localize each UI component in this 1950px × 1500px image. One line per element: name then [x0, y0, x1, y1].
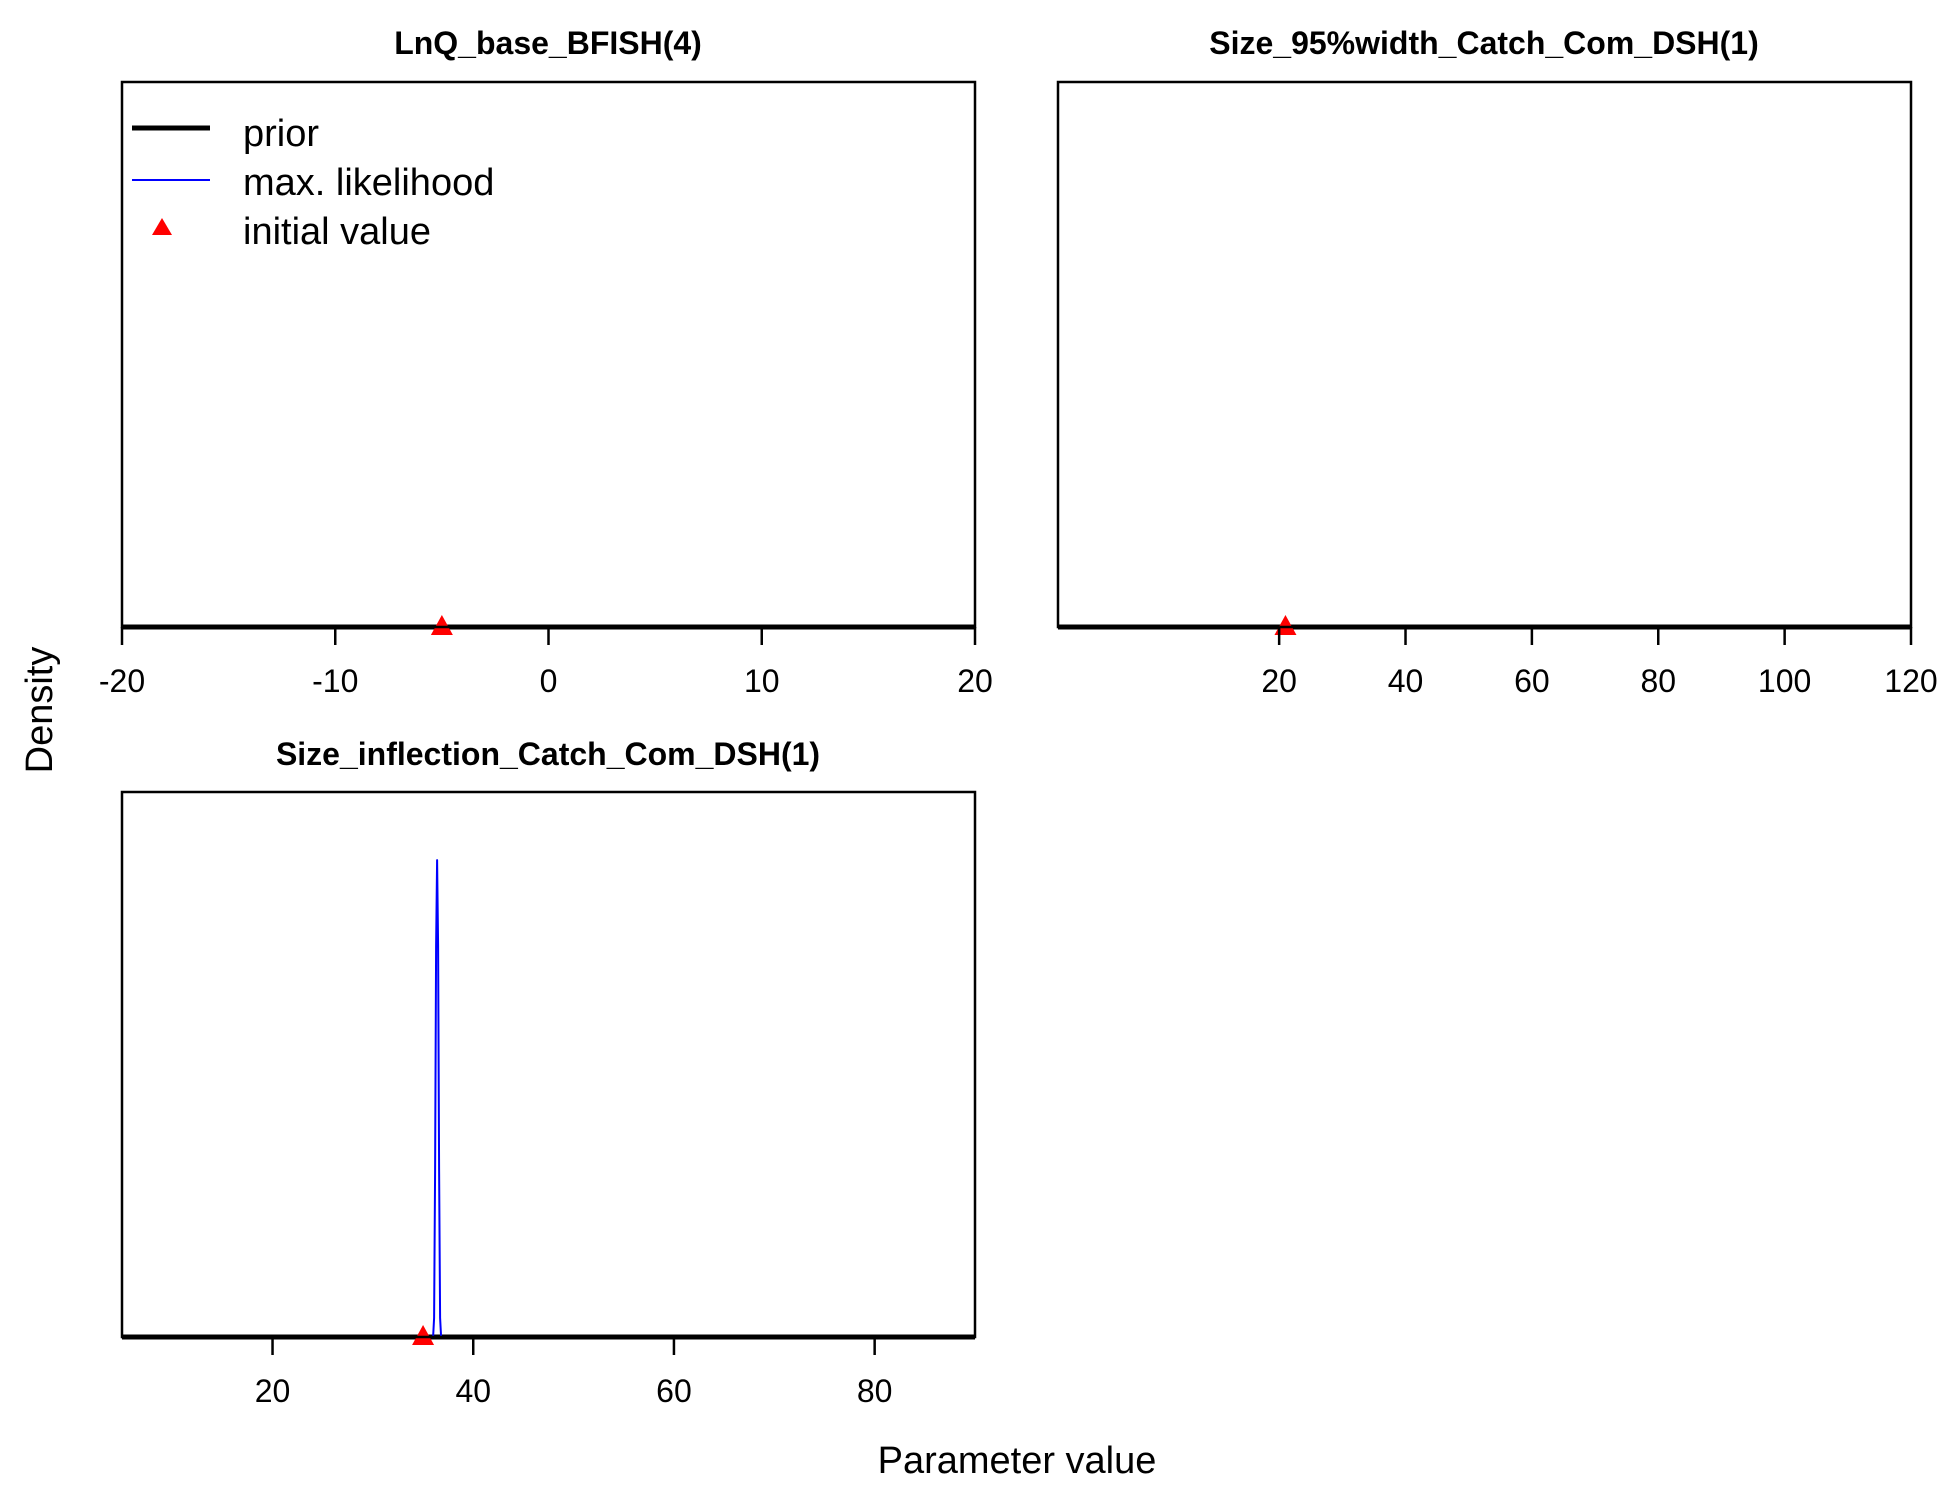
panel-size-inflection: Size_inflection_Catch_Com_DSH(1) 20 40 60 8…: [120, 736, 977, 1409]
x-tick-label: 80: [857, 1373, 893, 1409]
plot-frame: [120, 790, 977, 1339]
legend-max-likelihood-label: max. likelihood: [243, 162, 494, 204]
x-tick-label: 0: [540, 663, 558, 699]
x-tick-label: 40: [455, 1373, 491, 1409]
x-tick-label: 20: [1261, 663, 1297, 699]
plot-frame: [1056, 80, 1913, 629]
x-tick-label: 120: [1884, 663, 1937, 699]
x-axis: 20 40 60 80 100 120: [1261, 625, 1938, 699]
max-likelihood-line: [432, 859, 443, 1338]
x-tick-label: 20: [957, 663, 993, 699]
marks-layer: [122, 859, 975, 1345]
x-tick-label: 40: [1388, 663, 1424, 699]
legend-initial-value-label: initial value: [243, 211, 431, 253]
panel-size-95-width: Size_95%width_Catch_Com_DSH(1) 20 40 60 80 1…: [1056, 25, 1938, 699]
x-axis-title: Parameter value: [878, 1440, 1157, 1482]
panel-title: Size_inflection_Catch_Com_DSH(1): [276, 736, 820, 772]
legend: prior max. likelihood initial value: [132, 113, 494, 253]
initial-value-marker: [412, 1325, 435, 1345]
x-axis: -20 -10 0 10 20: [99, 625, 993, 699]
x-axis: 20 40 60 80: [255, 1335, 893, 1409]
y-axis-title: Density: [19, 647, 61, 774]
marks-layer: [1058, 615, 1911, 635]
x-tick-label: 10: [744, 663, 780, 699]
x-tick-label: 60: [1514, 663, 1550, 699]
panel-title: Size_95%width_Catch_Com_DSH(1): [1209, 25, 1758, 61]
x-tick-label: 20: [255, 1373, 291, 1409]
legend-initial-value-triangle-icon: [152, 218, 172, 235]
x-tick-label: 100: [1758, 663, 1811, 699]
x-tick-label: -10: [312, 663, 358, 699]
panel-title: LnQ_base_BFISH(4): [394, 25, 702, 61]
legend-prior-label: prior: [243, 113, 319, 155]
x-tick-label: 60: [656, 1373, 692, 1409]
initial-value-marker: [430, 615, 453, 635]
x-tick-label: 80: [1640, 663, 1676, 699]
x-tick-label: -20: [99, 663, 145, 699]
panel-lnq-base: LnQ_base_BFISH(4) -20 -10 0 10 20 prior max.…: [99, 25, 993, 699]
